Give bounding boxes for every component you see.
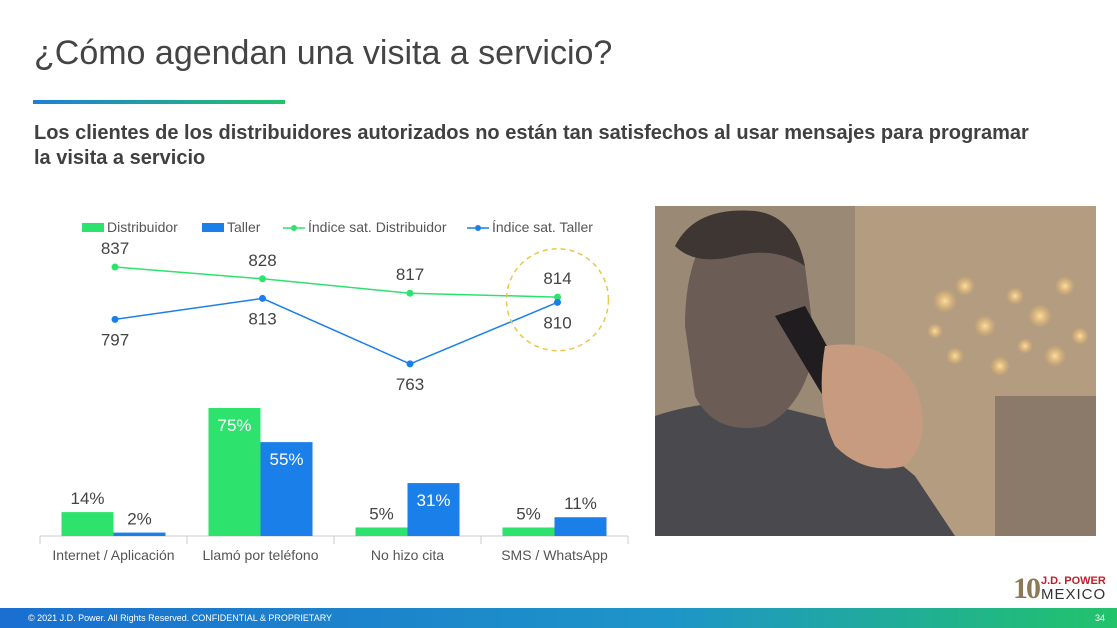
bar-label-distribuidor-0: 14% (70, 489, 104, 508)
bar-distribuidor-2 (355, 527, 408, 536)
point-label-taller-3: 810 (543, 313, 571, 332)
slide-subtitle: Los clientes de los distribuidores autor… (34, 122, 1029, 169)
bar-label-distribuidor-1: 75% (217, 416, 251, 435)
point-distribuidor-3 (554, 293, 561, 301)
bar-taller-2 (407, 483, 460, 536)
logo-brand: J.D. POWER (1041, 575, 1106, 587)
category-label-1: Llamó por teléfono (203, 547, 319, 563)
legend-marker-2 (291, 225, 297, 231)
chart: Distribuidor Taller Índice sat. Distribuid… (39, 219, 629, 563)
footer-bar: © 2021 J.D. Power. All Rights Reserved. … (0, 608, 1117, 628)
jd-power-mexico-logo: 10 J.D. POWER MEXICO (1013, 572, 1107, 605)
page-number: 34 (1094, 613, 1105, 623)
point-distribuidor-1 (259, 275, 266, 283)
legend-label-2: Índice sat. Distribuidor (308, 219, 447, 235)
bar-label-taller-0: 2% (127, 510, 152, 529)
legend-label-3: Índice sat. Taller (492, 219, 593, 235)
point-label-distribuidor-3: 814 (543, 269, 571, 288)
point-label-taller-0: 797 (101, 330, 129, 349)
bar-distribuidor-1 (208, 408, 261, 536)
bar-distribuidor-3 (502, 527, 555, 536)
point-taller-0 (111, 315, 119, 323)
point-distribuidor-0 (111, 263, 119, 271)
category-label-2: No hizo cita (371, 547, 444, 563)
bar-taller-1 (260, 442, 313, 536)
category-label-0: Internet / Aplicación (52, 547, 174, 563)
point-taller-1 (259, 294, 266, 302)
point-label-taller-1: 813 (248, 309, 276, 328)
legend-label-1: Taller (227, 219, 261, 235)
bar-taller-0 (113, 532, 166, 536)
point-label-distribuidor-2: 817 (396, 265, 424, 284)
footer-copyright: © 2021 J.D. Power. All Rights Reserved. … (28, 613, 333, 623)
man-on-phone-photo (655, 206, 1096, 536)
point-distribuidor-2 (406, 289, 414, 297)
slide-title: ¿Cómo agendan una visita a servicio? (34, 34, 613, 72)
category-label-3: SMS / WhatsApp (501, 547, 608, 563)
bar-taller-3 (554, 517, 607, 536)
title-underline (33, 100, 285, 104)
point-label-distribuidor-1: 828 (248, 251, 276, 270)
bar-label-taller-3: 11% (564, 494, 597, 513)
legend-label-0: Distribuidor (107, 219, 178, 235)
highlight-circle (505, 247, 610, 352)
logo-number: 10 (1013, 572, 1041, 605)
bar-label-distribuidor-2: 5% (369, 504, 394, 523)
point-taller-2 (406, 360, 414, 368)
line-taller (114, 297, 558, 365)
bar-label-distribuidor-3: 5% (516, 504, 541, 523)
legend-marker-3 (475, 225, 481, 231)
line-distribuidor (114, 266, 558, 298)
logo-country: MEXICO (1041, 586, 1107, 603)
point-label-distribuidor-0: 837 (101, 239, 129, 258)
bar-label-taller-1: 55% (269, 450, 303, 469)
legend-swatch-0 (82, 223, 104, 232)
bar-distribuidor-0 (61, 512, 114, 536)
bar-label-taller-2: 31% (416, 491, 450, 510)
legend-swatch-1 (202, 223, 224, 232)
point-label-taller-2: 763 (396, 375, 424, 394)
point-taller-3 (554, 298, 561, 306)
